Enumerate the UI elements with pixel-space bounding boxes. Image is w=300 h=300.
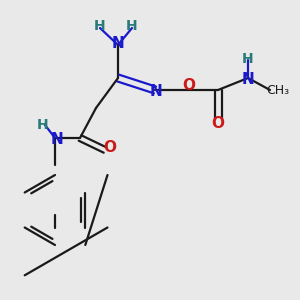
- Text: O: O: [182, 77, 196, 92]
- Text: O: O: [103, 140, 116, 154]
- Text: N: N: [51, 133, 63, 148]
- Text: CH₃: CH₃: [266, 85, 289, 98]
- Text: H: H: [242, 52, 254, 66]
- Text: N: N: [150, 85, 162, 100]
- Text: H: H: [94, 19, 106, 33]
- Text: H: H: [37, 118, 49, 132]
- Text: H: H: [126, 19, 138, 33]
- Text: N: N: [242, 73, 254, 88]
- Text: N: N: [112, 37, 124, 52]
- Text: O: O: [212, 116, 224, 130]
